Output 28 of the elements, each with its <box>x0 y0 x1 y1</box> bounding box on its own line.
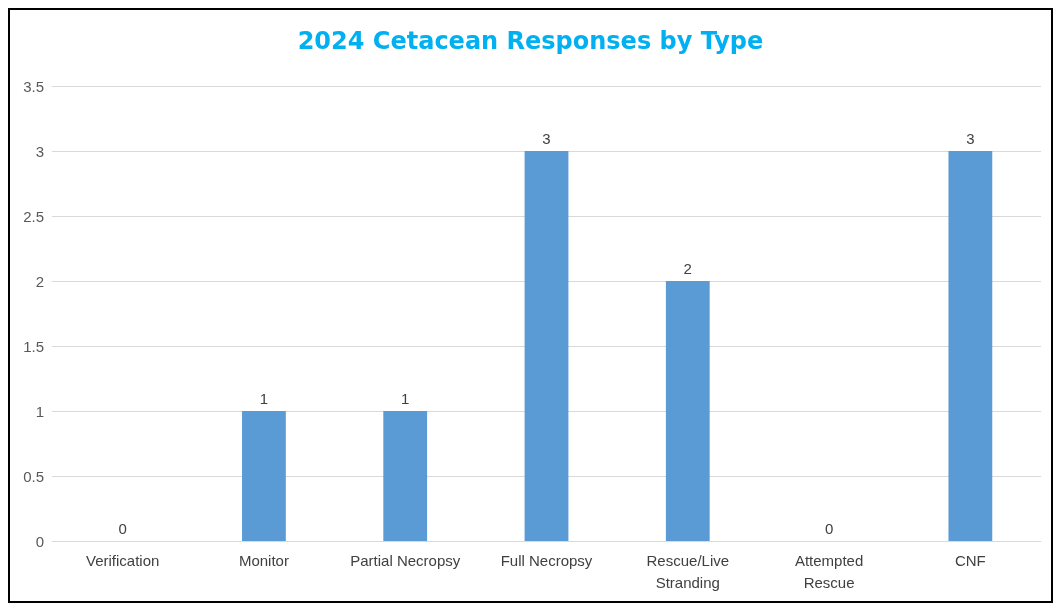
y-tick-label: 0 <box>35 532 44 550</box>
y-tick-label: 2.5 <box>23 207 44 225</box>
y-tick-label: 1 <box>35 402 44 420</box>
y-tick-label: 3 <box>35 142 44 160</box>
bar <box>948 151 993 541</box>
x-tick-label: Full Necropsy <box>500 551 593 569</box>
chart-title: 2024 Cetacean Responses by Type <box>297 27 764 55</box>
bar <box>524 151 569 541</box>
x-tick-label: Partial Necropsy <box>350 551 461 569</box>
data-label: 3 <box>542 130 551 147</box>
data-label: 3 <box>966 130 975 147</box>
x-tick-label: Verification <box>85 551 160 569</box>
data-label: 0 <box>824 520 834 537</box>
y-tick-label: 2 <box>35 272 44 290</box>
y-tick-label: 3.5 <box>23 77 44 95</box>
bar <box>242 411 286 541</box>
y-tick-label: 0.5 <box>23 467 44 485</box>
x-tick-label: Attempted Rescue <box>794 551 864 591</box>
y-tick-label: 1.5 <box>23 337 44 355</box>
x-tick-label: Monitor <box>238 551 289 569</box>
x-tick-label: CNF <box>954 551 986 569</box>
data-label: 1 <box>259 390 269 407</box>
data-label: 1 <box>401 390 410 407</box>
data-label: 2 <box>683 260 692 277</box>
bar <box>383 411 428 541</box>
x-tick-label: Rescue/Live Stranding <box>646 551 730 591</box>
bar <box>665 281 710 541</box>
data-label: 0 <box>118 520 127 537</box>
